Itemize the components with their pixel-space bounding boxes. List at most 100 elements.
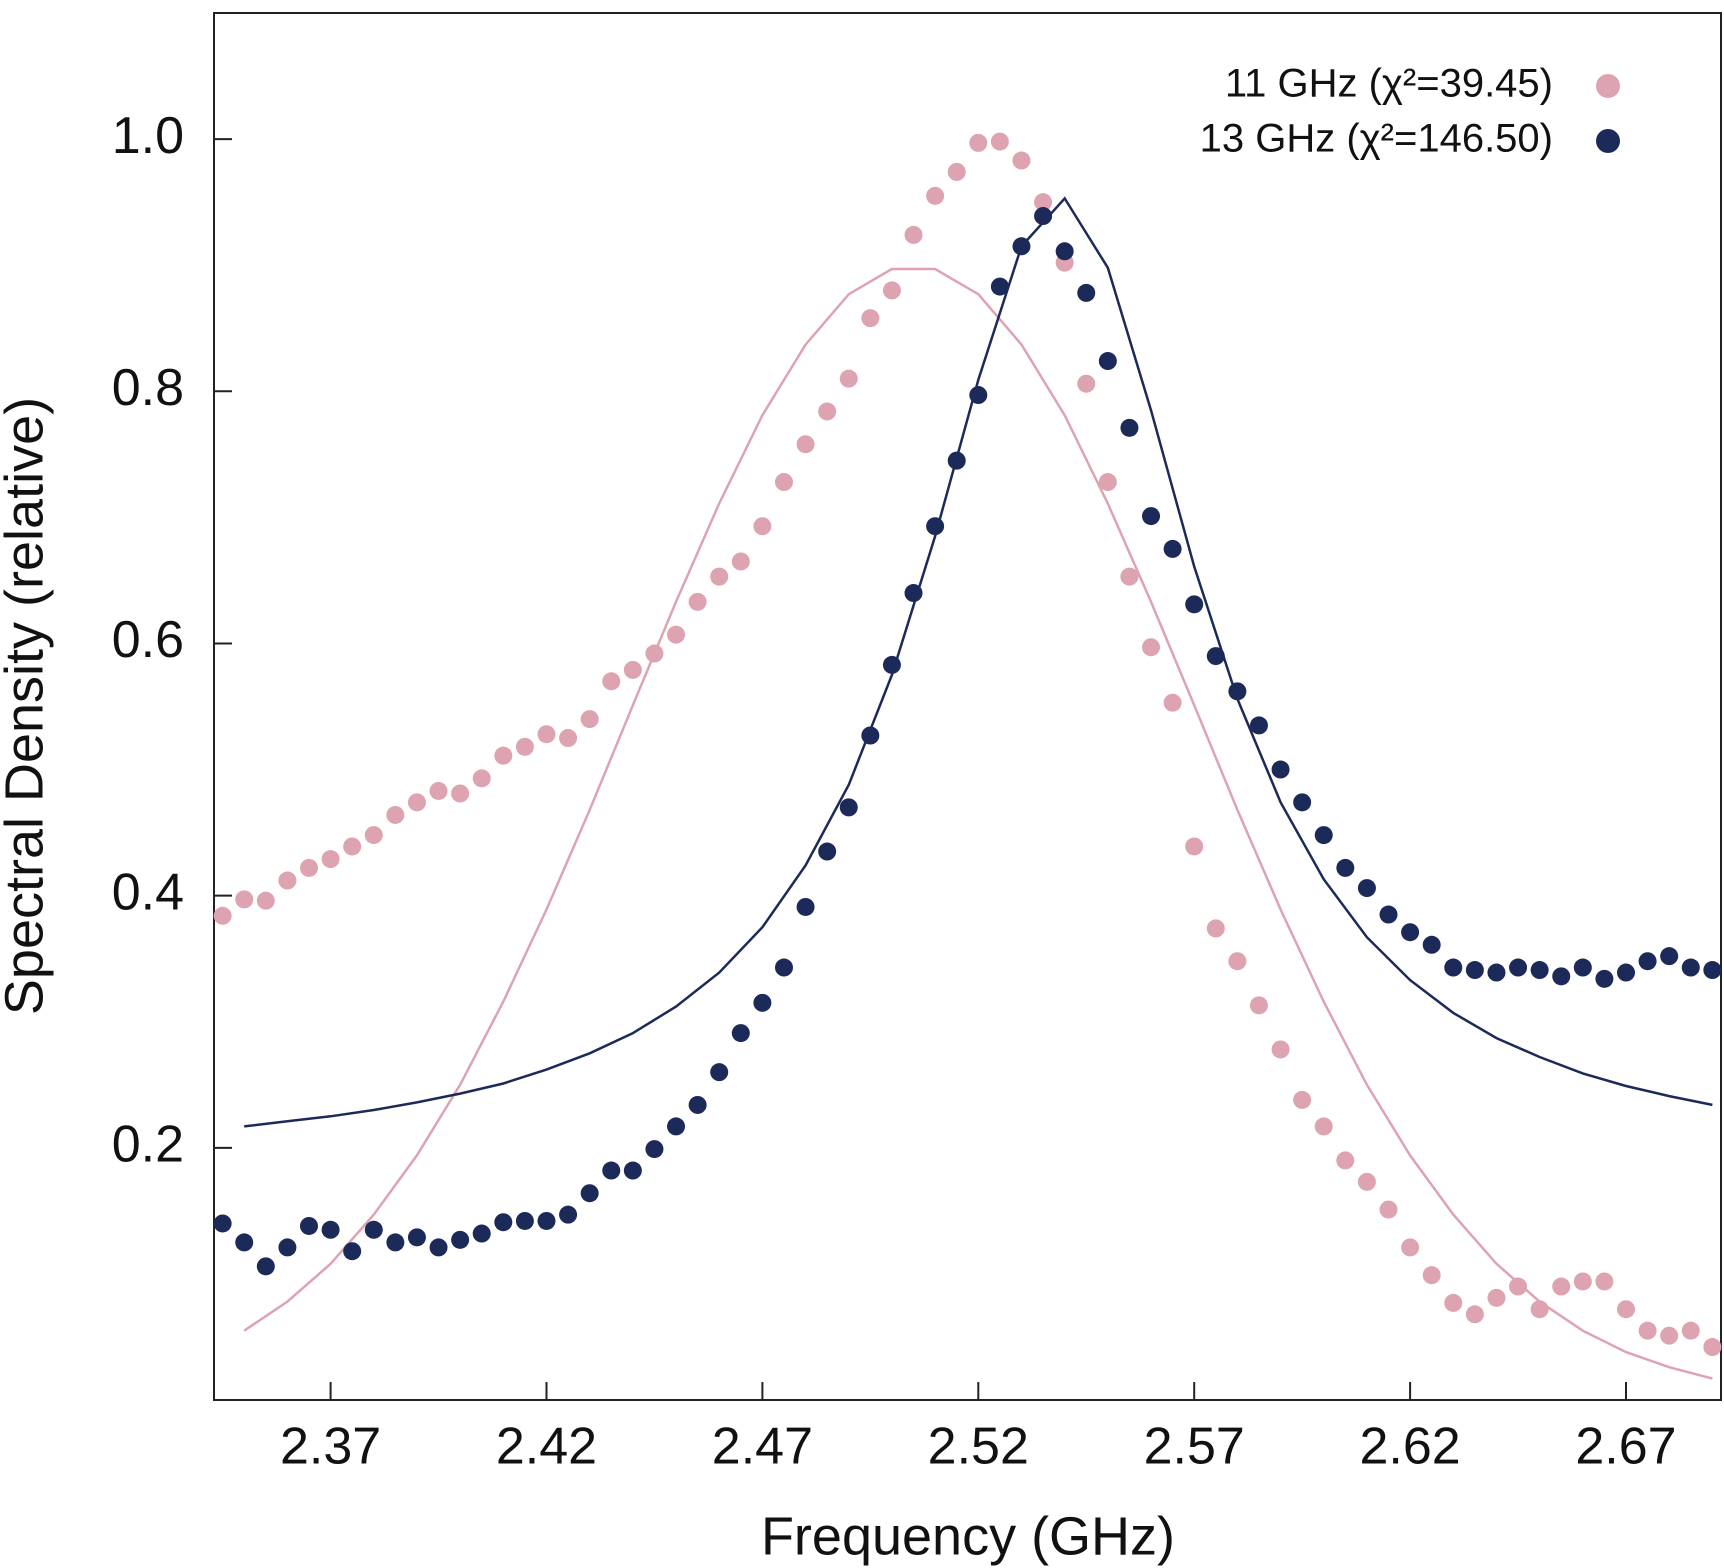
data-point bbox=[1293, 1090, 1312, 1109]
data-point bbox=[299, 858, 318, 877]
data-point bbox=[645, 644, 664, 663]
data-point bbox=[278, 871, 297, 890]
data-point bbox=[559, 1205, 578, 1224]
data-point bbox=[947, 451, 966, 470]
y-tick-label: 1.0 bbox=[112, 107, 184, 165]
fit-line bbox=[244, 196, 1713, 1128]
data-point bbox=[1487, 963, 1506, 982]
data-point bbox=[947, 162, 966, 181]
data-point bbox=[990, 132, 1009, 151]
data-point bbox=[494, 746, 513, 765]
legend-marker bbox=[1596, 74, 1620, 98]
data-point bbox=[235, 1233, 254, 1252]
data-point bbox=[1660, 947, 1679, 966]
data-point bbox=[1336, 1151, 1355, 1170]
data-point bbox=[343, 837, 362, 856]
data-point bbox=[818, 402, 837, 421]
data-point bbox=[1228, 952, 1247, 971]
legend-label: 13 GHz (χ²=146.50) bbox=[1200, 117, 1553, 161]
y-tick-label: 0.6 bbox=[112, 611, 184, 669]
y-axis-title: Spectral Density (relative) bbox=[0, 397, 54, 1015]
data-point bbox=[321, 1220, 340, 1239]
data-point bbox=[1595, 969, 1614, 988]
x-tick-label: 2.47 bbox=[712, 1418, 813, 1476]
data-point bbox=[623, 660, 642, 679]
x-tick-label: 2.57 bbox=[1144, 1418, 1245, 1476]
data-point bbox=[688, 1095, 707, 1114]
data-point bbox=[904, 225, 923, 244]
data-point bbox=[882, 281, 901, 300]
data-point bbox=[839, 798, 858, 817]
data-point bbox=[1703, 961, 1722, 980]
data-point bbox=[1465, 961, 1484, 980]
data-point bbox=[1509, 958, 1528, 977]
data-point bbox=[990, 277, 1009, 296]
legend-label: 11 GHz (χ²=39.45) bbox=[1225, 62, 1553, 106]
data-point bbox=[1379, 1200, 1398, 1219]
data-point bbox=[882, 655, 901, 674]
data-point bbox=[1552, 1277, 1571, 1296]
data-point bbox=[926, 517, 945, 536]
data-point bbox=[1595, 1272, 1614, 1291]
y-tick-label: 0.8 bbox=[112, 359, 184, 417]
data-point bbox=[213, 1214, 232, 1233]
data-point bbox=[278, 1238, 297, 1257]
data-point bbox=[818, 842, 837, 861]
data-point bbox=[926, 186, 945, 205]
data-point bbox=[667, 1117, 686, 1136]
x-axis-title: Frequency (GHz) bbox=[761, 1506, 1175, 1566]
data-point bbox=[861, 726, 880, 745]
data-point bbox=[1098, 473, 1117, 492]
data-point bbox=[1120, 567, 1139, 586]
data-point bbox=[1681, 1321, 1700, 1340]
data-point bbox=[429, 1238, 448, 1257]
data-point bbox=[1530, 1300, 1549, 1319]
data-point bbox=[1249, 996, 1268, 1015]
data-point bbox=[472, 1224, 491, 1243]
data-point bbox=[1185, 837, 1204, 856]
data-point bbox=[256, 1257, 275, 1276]
data-point bbox=[753, 517, 772, 536]
data-point bbox=[1012, 151, 1031, 170]
data-point bbox=[1098, 352, 1117, 371]
x-tick-label: 2.42 bbox=[496, 1418, 597, 1476]
data-point bbox=[1034, 207, 1053, 226]
data-point bbox=[1228, 682, 1247, 701]
data-point bbox=[1077, 374, 1096, 393]
data-point bbox=[1314, 826, 1333, 845]
data-point bbox=[343, 1242, 362, 1261]
data-point bbox=[429, 781, 448, 800]
fit-line bbox=[243, 267, 1713, 1380]
data-point bbox=[1249, 716, 1268, 735]
data-point bbox=[1379, 905, 1398, 924]
data-point bbox=[1681, 958, 1700, 977]
data-point bbox=[321, 850, 340, 869]
data-point bbox=[1357, 1172, 1376, 1191]
data-point bbox=[364, 1220, 383, 1239]
y-tick-label: 0.4 bbox=[112, 863, 184, 921]
data-point bbox=[1077, 283, 1096, 302]
data-point bbox=[451, 784, 470, 803]
data-point bbox=[861, 309, 880, 328]
data-point bbox=[1401, 923, 1420, 942]
data-point bbox=[839, 369, 858, 388]
data-point bbox=[667, 625, 686, 644]
x-tick-label: 2.52 bbox=[928, 1418, 1029, 1476]
data-point bbox=[1336, 858, 1355, 877]
data-point bbox=[1638, 1321, 1657, 1340]
data-point bbox=[796, 435, 815, 454]
data-point bbox=[1509, 1277, 1528, 1296]
data-point bbox=[1617, 1300, 1636, 1319]
data-point bbox=[407, 1228, 426, 1247]
data-point bbox=[774, 958, 793, 977]
data-point bbox=[753, 993, 772, 1012]
data-point bbox=[1573, 1272, 1592, 1291]
data-point bbox=[213, 906, 232, 925]
data-point bbox=[710, 567, 729, 586]
data-point bbox=[1012, 237, 1031, 256]
data-point bbox=[494, 1213, 513, 1232]
data-point bbox=[731, 552, 750, 571]
data-point bbox=[256, 891, 275, 910]
data-point bbox=[1487, 1288, 1506, 1307]
